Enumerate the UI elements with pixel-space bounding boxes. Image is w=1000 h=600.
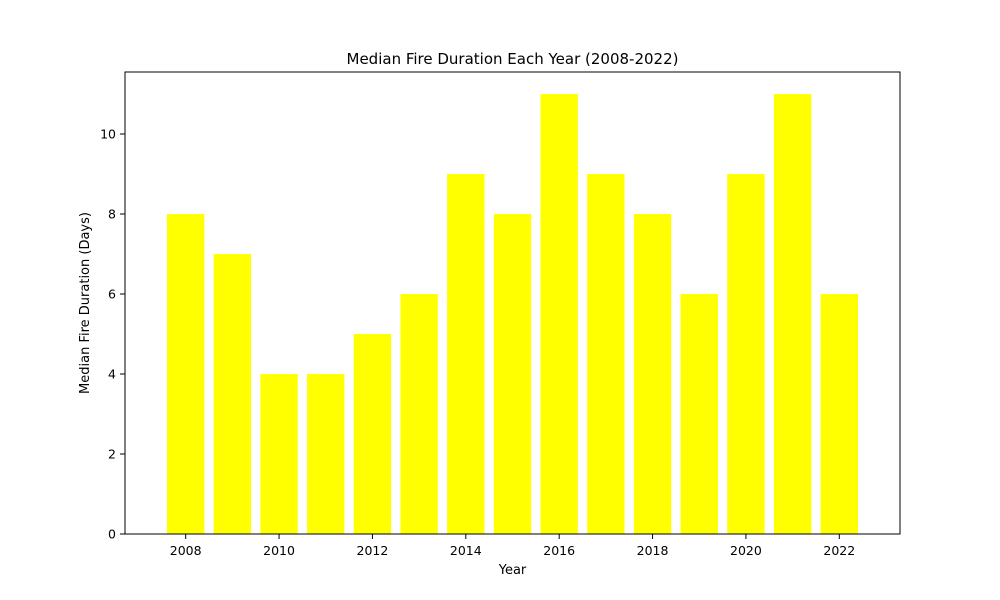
x-axis-label: Year — [498, 563, 527, 578]
x-tick-label: 2020 — [730, 543, 762, 558]
bar-2022 — [820, 294, 858, 534]
bar-2013 — [400, 294, 438, 534]
bar-2020 — [727, 174, 765, 534]
bar-2017 — [587, 174, 625, 534]
bar-2015 — [493, 214, 532, 534]
bar-2009 — [213, 254, 252, 534]
bars-group — [167, 94, 858, 534]
bar-2008 — [167, 214, 205, 534]
bar-2016 — [540, 94, 578, 534]
y-axis-ticks: 0 2 4 6 8 10 — [100, 127, 125, 542]
plot-frame — [124, 71, 901, 535]
x-tick-label: 2018 — [637, 543, 669, 558]
x-axis-ticks: 2008 2010 2012 2014 2016 2018 2020 2022 — [170, 534, 855, 558]
bar-2018 — [633, 214, 672, 534]
y-axis-label: Median Fire Duration (Days) — [78, 212, 93, 394]
x-tick-label: 2010 — [263, 543, 295, 558]
x-tick-label: 2022 — [823, 543, 855, 558]
bar-2019 — [680, 294, 718, 534]
bar-2021 — [773, 94, 812, 534]
bar-2014 — [447, 174, 485, 534]
x-tick-label: 2016 — [543, 543, 575, 558]
y-tick-label: 6 — [108, 287, 116, 302]
y-tick-label: 4 — [108, 367, 116, 382]
x-tick-label: 2014 — [450, 543, 482, 558]
y-tick-label: 0 — [108, 527, 116, 542]
bar-2010 — [260, 374, 298, 534]
y-tick-label: 2 — [108, 447, 116, 462]
chart-title: Median Fire Duration Each Year (2008-202… — [347, 50, 679, 68]
x-tick-label: 2008 — [170, 543, 202, 558]
y-tick-label: 8 — [108, 207, 116, 222]
x-tick-label: 2012 — [357, 543, 389, 558]
bar-2012 — [353, 334, 392, 534]
bar-2011 — [307, 374, 345, 534]
y-tick-label: 10 — [100, 127, 116, 142]
